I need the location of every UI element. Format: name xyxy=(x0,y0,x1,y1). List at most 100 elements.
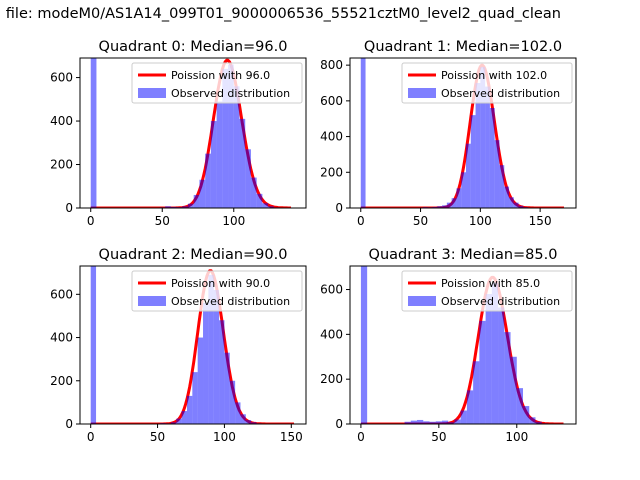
histogram-bar xyxy=(437,206,443,208)
y-tick-label: 200 xyxy=(320,165,343,179)
histogram-bar xyxy=(485,86,490,208)
subplot-1: 0 50 100 150 0 200 400 600 800 Quadrant 1: Median… xyxy=(320,39,577,228)
histogram-bar xyxy=(466,390,474,424)
x-tick-label: 100 xyxy=(469,214,492,228)
histogram-bar xyxy=(417,419,424,424)
histogram-bar xyxy=(435,421,442,424)
legend-box xyxy=(401,62,573,104)
y-tick-label: 200 xyxy=(320,372,343,386)
plot-area xyxy=(360,58,565,208)
x-tick-label: 50 xyxy=(150,430,165,444)
histogram-bar xyxy=(461,172,466,208)
histogram-bar xyxy=(239,118,246,208)
y-tick-label: 400 xyxy=(50,331,73,345)
histogram-bar xyxy=(529,417,536,424)
histogram-bar xyxy=(205,153,211,208)
y-tick-label: 400 xyxy=(320,130,343,144)
x-tick-label: 50 xyxy=(155,214,170,228)
histogram-bar xyxy=(518,205,524,208)
subplot-title: Quadrant 0: Median=96.0 xyxy=(99,39,288,55)
y-tick-label: 600 xyxy=(320,283,343,297)
histogram-bar xyxy=(454,419,461,424)
histogram-bar xyxy=(210,121,217,208)
histogram-bar xyxy=(181,411,187,424)
histogram-bar xyxy=(504,332,511,424)
histogram-bar xyxy=(213,289,220,424)
plot-area xyxy=(90,266,295,424)
histogram-bar xyxy=(193,194,200,208)
histogram-bar xyxy=(510,356,517,424)
legend: Poission with 90.0 Observed distribution xyxy=(131,270,303,312)
legend-bar-label: Observed distribution xyxy=(441,295,560,308)
histogram-bar xyxy=(448,422,455,424)
histogram-bar xyxy=(235,402,241,424)
histogram-bar xyxy=(203,302,209,424)
histogram-bar xyxy=(410,420,418,424)
x-tick-label: 0 xyxy=(357,214,365,228)
histogram-bar xyxy=(197,337,204,424)
legend: Poission with 96.0 Observed distribution xyxy=(131,62,303,104)
histogram-bar xyxy=(516,388,524,424)
histogram-bar xyxy=(228,64,234,208)
figure-title: n file: modeM0/AS1A14_099T01_9000006536_… xyxy=(0,6,561,22)
y-tick-label: 0 xyxy=(65,417,73,431)
histogram-bar xyxy=(475,83,481,208)
histogram-bar xyxy=(523,406,530,424)
histogram-bar xyxy=(250,177,257,208)
histogram-bar xyxy=(451,198,457,208)
histogram-bar xyxy=(245,420,252,424)
histogram-bar xyxy=(535,421,542,424)
histogram-bar xyxy=(256,193,263,208)
histogram-bar xyxy=(170,206,177,208)
histogram-bar xyxy=(170,422,177,424)
histogram-bar xyxy=(446,202,452,208)
y-tick-label: 200 xyxy=(50,374,73,388)
legend-line-label: Poission with 102.0 xyxy=(441,69,547,82)
histogram-bar xyxy=(460,410,467,424)
subplot-title: Quadrant 3: Median=85.0 xyxy=(369,247,558,263)
histogram-bar xyxy=(491,282,499,424)
legend-bar-swatch xyxy=(138,296,166,306)
histogram-bar xyxy=(504,186,510,208)
legend-bar-swatch xyxy=(138,88,166,98)
axes-frame xyxy=(79,57,307,209)
histogram-bar xyxy=(442,205,447,208)
y-tick-label: 800 xyxy=(320,58,343,72)
axes-frame xyxy=(349,265,577,425)
legend-box xyxy=(131,270,303,312)
histogram-bar xyxy=(240,414,246,424)
legend-line-label: Poission with 85.0 xyxy=(441,277,540,290)
histogram-bar xyxy=(498,307,505,424)
legend-box xyxy=(131,62,303,104)
legend-line-label: Poission with 96.0 xyxy=(171,69,270,82)
histogram-bar xyxy=(456,188,462,208)
legend-bar-label: Observed distribution xyxy=(171,295,290,308)
histogram-bar xyxy=(513,202,519,208)
histogram-bar xyxy=(429,421,436,424)
plot-area xyxy=(360,266,564,424)
histogram-bar xyxy=(216,101,223,208)
histogram-bar xyxy=(192,372,198,424)
histogram-bar xyxy=(245,149,251,208)
histogram-bar xyxy=(219,320,225,424)
histogram-bar xyxy=(509,197,514,208)
histogram-bar xyxy=(494,140,500,208)
histogram-bar xyxy=(186,395,193,424)
y-tick-label: 600 xyxy=(50,71,73,85)
subplot-title: Quadrant 1: Median=102.0 xyxy=(364,39,562,55)
histogram-bar xyxy=(262,203,269,208)
legend-bar-label: Observed distribution xyxy=(441,87,560,100)
x-tick-label: 100 xyxy=(505,430,528,444)
histogram-bar xyxy=(499,165,505,208)
histogram-bar xyxy=(360,266,368,424)
histogram-bar xyxy=(485,294,492,424)
histogram-bar xyxy=(165,206,171,208)
histogram-bar xyxy=(470,115,476,208)
x-tick-label: 50 xyxy=(413,214,428,228)
histogram-bar xyxy=(432,206,438,208)
histogram-bar xyxy=(224,352,230,424)
histogram-bar xyxy=(441,420,449,424)
x-tick-label: 0 xyxy=(87,430,95,444)
plot-area xyxy=(90,58,292,208)
